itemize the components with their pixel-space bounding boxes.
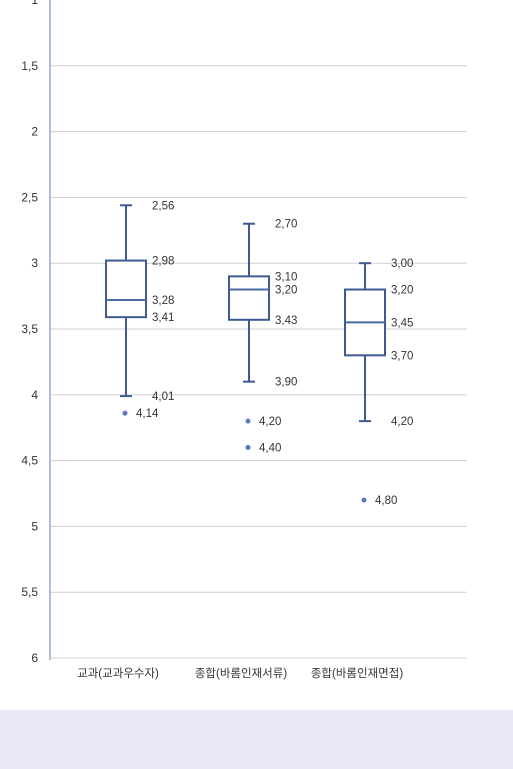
label-whisker-low: 3,00 <box>391 258 413 270</box>
y-tick-label: 1,5 <box>21 59 38 73</box>
box-group: 3,00 3,20 3,45 3,70 4,20 4,80 <box>344 258 413 507</box>
box-rect <box>105 259 147 319</box>
y-tick-label: 3,5 <box>21 322 38 336</box>
label-median: 3,45 <box>391 317 413 329</box>
y-tick-label: 4,5 <box>21 454 38 468</box>
label-whisker-high: 4,20 <box>391 416 413 428</box>
y-tick-label: 3 <box>31 256 38 270</box>
y-axis: 1 1,5 2 2,5 3 3,5 4 4,5 5 5,5 6 <box>21 0 467 665</box>
label-whisker-high: 4,01 <box>152 391 174 403</box>
label-outlier: 4,40 <box>259 442 281 454</box>
y-tick-label: 1 <box>31 0 38 7</box>
x-category-label: 종합(바롬인재서류) <box>195 667 287 680</box>
y-tick-label: 2,5 <box>21 190 38 204</box>
label-outlier: 4,80 <box>375 495 397 507</box>
outlier-point <box>245 444 251 450</box>
y-tick-label: 5,5 <box>21 585 38 599</box>
label-outlier: 4,20 <box>259 416 281 428</box>
label-whisker-low: 2,70 <box>275 219 297 231</box>
boxes: 2,56 2,98 3,28 3,41 4,01 4,14 2,70 3,10 3,20 3,43… <box>105 200 413 507</box>
y-tick-label: 2 <box>31 125 38 139</box>
label-outlier: 4,14 <box>136 408 159 420</box>
label-q3: 3,70 <box>391 350 413 362</box>
label-median: 3,20 <box>275 285 297 297</box>
x-axis-categories: 교과(교과우수자) 종합(바롬인재서류) 종합(바롬인재면접) <box>77 667 403 680</box>
label-whisker-low: 2,56 <box>152 200 174 212</box>
y-tick-label: 6 <box>31 651 38 665</box>
y-tick-label: 4 <box>31 388 38 402</box>
label-q3: 3,41 <box>152 312 174 324</box>
box-group: 2,56 2,98 3,28 3,41 4,01 4,14 <box>105 200 174 420</box>
outlier-point <box>122 410 128 416</box>
label-median: 3,28 <box>152 295 174 307</box>
label-whisker-high: 3,90 <box>275 377 297 389</box>
box-group: 2,70 3,10 3,20 3,43 3,90 4,20 4,40 <box>228 219 297 454</box>
outlier-point <box>245 418 251 424</box>
boxplot-chart: 1 1,5 2 2,5 3 3,5 4 4,5 5 5,5 6 2,56 2,98 3,28 3,41 4,… <box>21 0 467 680</box>
label-q1: 3,20 <box>391 285 413 297</box>
x-category-label: 교과(교과우수자) <box>77 667 159 680</box>
y-tick-label: 5 <box>31 519 38 533</box>
box-rect <box>228 275 270 321</box>
outlier-point <box>361 497 367 503</box>
label-q1: 2,98 <box>152 256 174 268</box>
footer-band <box>0 710 513 769</box>
label-q3: 3,43 <box>275 315 297 327</box>
label-q1: 3,10 <box>275 271 297 283</box>
chart-area: 1 1,5 2 2,5 3 3,5 4 4,5 5 5,5 6 2,56 2,98 3,28 3,41 4,… <box>21 0 467 680</box>
x-category-label: 종합(바롬인재면접) <box>311 667 403 680</box>
